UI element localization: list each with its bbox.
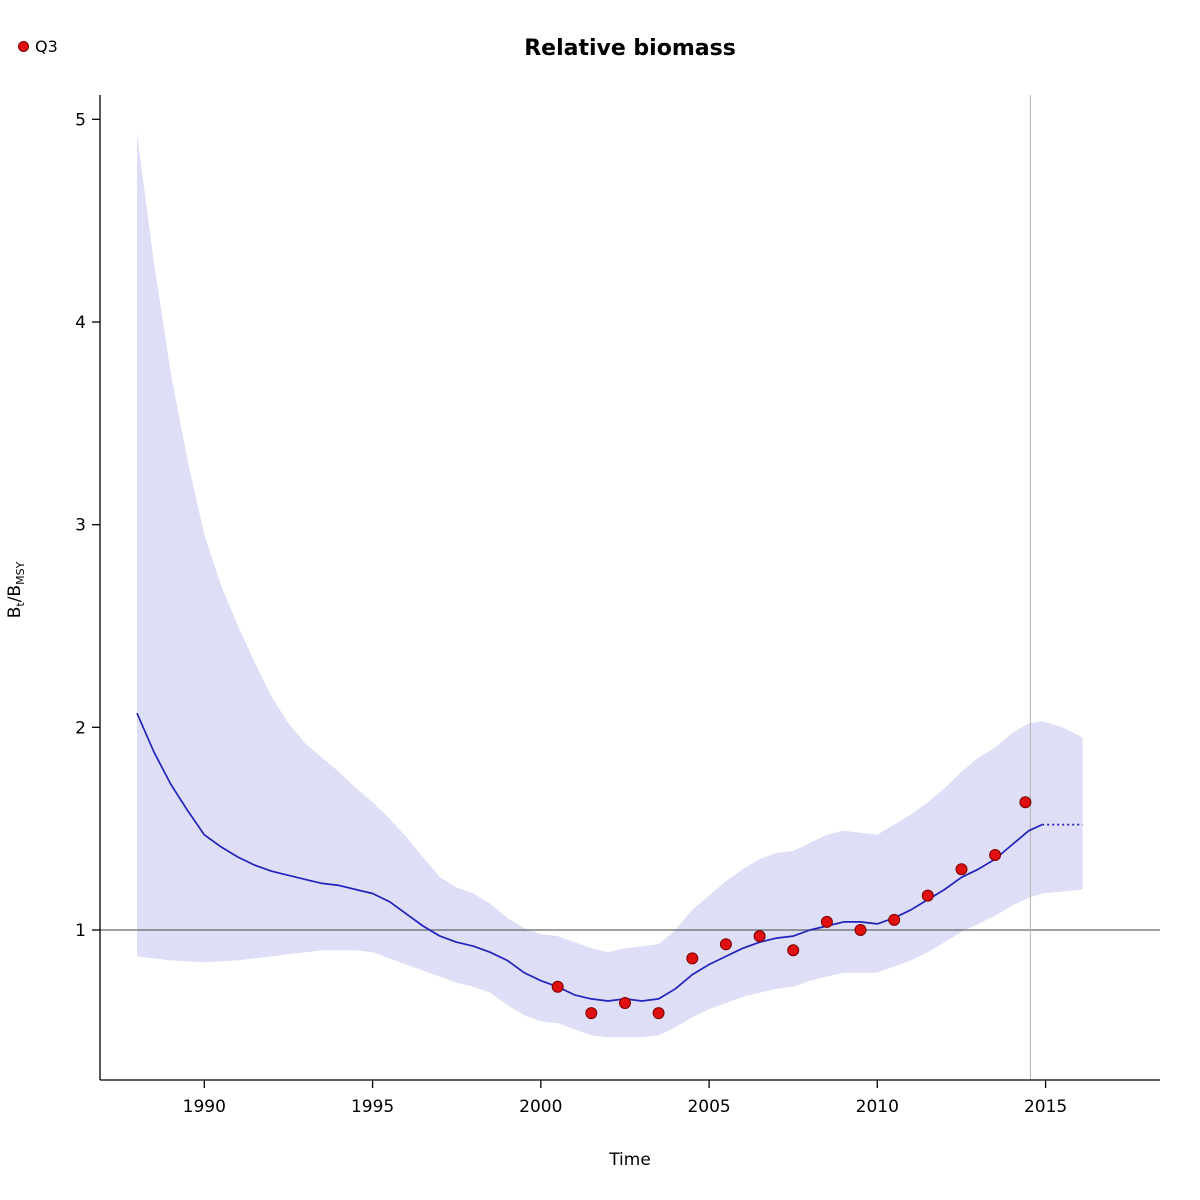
y-tick-label: 2 [75, 718, 86, 738]
legend: Q3 [18, 37, 58, 56]
observation-point [652, 1007, 665, 1020]
observation-point [753, 930, 766, 943]
x-axis-label: Time [609, 1150, 651, 1170]
observation-point [854, 924, 867, 936]
observation-point [921, 889, 934, 902]
x-tick-label: 2000 [519, 1097, 562, 1117]
plot-title: Relative biomass [524, 36, 736, 61]
observation-point [686, 952, 699, 965]
x-tick-label: 1995 [351, 1097, 394, 1117]
legend-q3-label: Q3 [35, 37, 58, 56]
observation-point [888, 913, 901, 926]
x-tick-label: 1990 [183, 1097, 226, 1117]
observation-point [585, 1007, 598, 1020]
y-tick-label: 1 [75, 921, 86, 941]
observation-point [820, 915, 833, 928]
observation-point [989, 849, 1002, 861]
observation-point [719, 938, 732, 951]
confidence-band [137, 133, 1083, 1038]
x-tick-label: 2005 [687, 1097, 730, 1117]
y-tick-label: 4 [75, 313, 86, 333]
observation-point [619, 997, 631, 1009]
observation-point [787, 944, 800, 957]
x-tick-label: 2015 [1024, 1097, 1067, 1117]
observation-point [1019, 796, 1032, 809]
q3-point-icon [18, 41, 29, 52]
observation-point [955, 863, 968, 876]
observation-point [551, 980, 564, 993]
y-tick-label: 5 [75, 110, 86, 130]
x-tick-label: 2010 [856, 1097, 899, 1117]
y-tick-label: 3 [75, 516, 86, 536]
